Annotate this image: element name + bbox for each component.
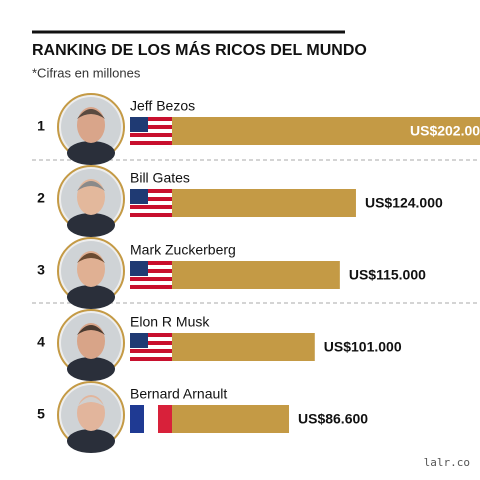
name-label: Bernard Arnault xyxy=(130,386,227,402)
flag-canton xyxy=(130,333,148,348)
flag-stripe xyxy=(130,209,172,213)
flag-stripe xyxy=(130,125,172,129)
flag xyxy=(130,333,172,361)
source: lalr.co xyxy=(424,456,470,469)
portrait-body xyxy=(67,429,115,453)
flag-stripe xyxy=(130,269,172,273)
value-label: US$101.000 xyxy=(324,339,402,355)
rank: 2 xyxy=(37,190,45,206)
flag-stripe xyxy=(130,117,172,121)
flag-stripe xyxy=(130,133,172,137)
portrait-body xyxy=(67,285,115,309)
flag-stripe xyxy=(130,193,172,197)
flag xyxy=(130,405,172,433)
portrait-hair xyxy=(77,325,105,335)
portrait-face xyxy=(77,107,105,143)
portrait-hair xyxy=(77,397,105,407)
value-label: US$202.000 xyxy=(410,123,480,139)
flag xyxy=(130,117,172,145)
flag xyxy=(130,261,172,289)
flag-stripe xyxy=(130,277,172,281)
name-label: Elon R Musk xyxy=(130,314,210,330)
flag-stripe xyxy=(130,205,172,209)
rank: 5 xyxy=(37,406,45,422)
flag-stripe xyxy=(130,189,172,193)
portrait xyxy=(57,165,125,237)
name-label: Jeff Bezos xyxy=(130,98,195,114)
value-label: US$115.000 xyxy=(349,267,426,283)
value-label: US$124.000 xyxy=(365,195,443,211)
portrait xyxy=(57,237,125,309)
portrait-body xyxy=(67,213,115,237)
flag-stripe xyxy=(130,261,172,265)
portrait-face xyxy=(77,323,105,359)
flag-stripe xyxy=(130,333,172,337)
flag-stripe xyxy=(130,121,172,125)
value-label: US$86.600 xyxy=(298,411,368,427)
flag-stripe xyxy=(130,129,172,133)
flag-white xyxy=(144,405,158,433)
flag-stripe xyxy=(130,285,172,289)
flag-blue xyxy=(130,405,144,433)
portrait-hair xyxy=(77,109,105,119)
flag-stripe xyxy=(130,201,172,205)
portrait-face xyxy=(77,395,105,431)
name-label: Mark Zuckerberg xyxy=(130,242,236,258)
flag-stripe xyxy=(130,213,172,217)
portrait xyxy=(57,309,125,381)
portrait-face xyxy=(77,179,105,215)
flag-stripe xyxy=(130,197,172,201)
flag-stripe xyxy=(130,345,172,349)
flag-stripe xyxy=(130,137,172,141)
flag-stripe xyxy=(130,265,172,269)
portrait-face xyxy=(77,251,105,287)
flag-stripe xyxy=(130,273,172,277)
portrait xyxy=(57,381,125,453)
rank: 3 xyxy=(37,262,45,278)
rank: 4 xyxy=(37,334,45,350)
portrait-hair xyxy=(77,253,105,263)
flag-stripe xyxy=(130,349,172,353)
flag-stripe xyxy=(130,353,172,357)
flag-stripe xyxy=(130,341,172,345)
rank: 1 xyxy=(37,118,45,134)
name-label: Bill Gates xyxy=(130,170,190,186)
flag-canton xyxy=(130,189,148,204)
portrait-body xyxy=(67,357,115,381)
chart-subtitle: *Cifras en millones xyxy=(32,65,141,80)
flag-red xyxy=(158,405,172,433)
portrait-body xyxy=(67,141,115,165)
bar xyxy=(134,117,480,145)
chart-title: RANKING DE LOS MÁS RICOS DEL MUNDO xyxy=(32,40,367,59)
flag-canton xyxy=(130,261,148,276)
portrait-hair xyxy=(77,181,105,191)
flag xyxy=(130,189,172,217)
flag-stripe xyxy=(130,337,172,341)
flag-stripe xyxy=(130,281,172,285)
portrait xyxy=(57,93,125,165)
flag-stripe xyxy=(130,141,172,145)
flag-stripe xyxy=(130,357,172,361)
flag-canton xyxy=(130,117,148,132)
